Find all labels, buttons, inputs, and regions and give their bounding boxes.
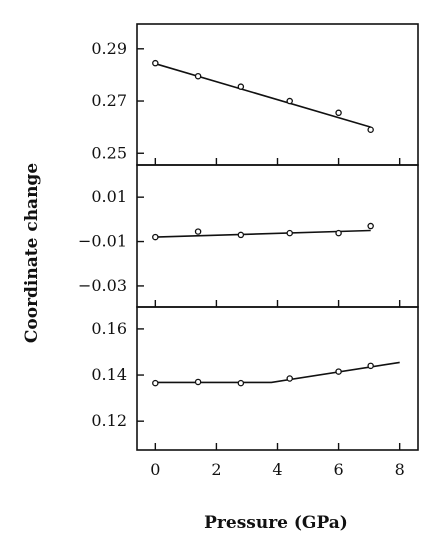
- panel-frame: [136, 306, 419, 451]
- y-tick-label: 0.14: [91, 365, 127, 384]
- data-point: [335, 368, 342, 375]
- x-tick-label: 8: [395, 460, 405, 479]
- data-point: [286, 375, 293, 382]
- x-tick-label: 4: [272, 460, 282, 479]
- y-tick-label: −0.01: [78, 232, 127, 251]
- data-point: [367, 362, 374, 370]
- data-point: [194, 378, 202, 386]
- data-point: [152, 59, 159, 67]
- y-tick-label: −0.03: [78, 276, 127, 295]
- y-tick-label: 0.25: [91, 143, 127, 162]
- data-point: [194, 72, 202, 80]
- x-tick-label: 0: [150, 460, 160, 479]
- data-point: [152, 233, 159, 241]
- data-point: [367, 126, 374, 134]
- y-tick-label: 0.01: [91, 187, 127, 206]
- data-point: [286, 97, 293, 105]
- data-point: [237, 379, 245, 387]
- data-point: [237, 231, 245, 239]
- panel-bottom: 0.16 0.14 0.12 0 2 4 6 8: [91, 306, 419, 479]
- data-point: [335, 109, 342, 117]
- panel-middle: 0.01 −0.01 −0.03: [78, 164, 419, 308]
- fit-line: [155, 229, 371, 238]
- x-tick-label: 2: [211, 460, 221, 479]
- data-point: [367, 222, 374, 230]
- y-tick-label: 0.12: [91, 411, 127, 430]
- y-tick-label: 0.29: [91, 39, 127, 58]
- chart-panels: 0.25 0.27 0.29 0.01 −0.01 −0.03 0.16 0.14 0.12 0 2…: [78, 23, 419, 479]
- data-point: [286, 229, 293, 237]
- y-axis-label: Coordinate change: [22, 163, 42, 343]
- data-point: [237, 83, 245, 90]
- x-axis-label: Pressure (GPa): [204, 513, 348, 533]
- y-tick-label: 0.16: [91, 319, 127, 338]
- data-point: [335, 229, 342, 237]
- data-point: [194, 228, 202, 235]
- fit-line: [155, 361, 400, 384]
- panel-frame: [136, 23, 419, 166]
- fit-line: [155, 62, 371, 128]
- data-point: [152, 379, 159, 387]
- y-tick-label: 0.27: [91, 91, 127, 110]
- x-tick-label: 6: [333, 460, 343, 479]
- panel-top: 0.25 0.27 0.29: [91, 23, 419, 166]
